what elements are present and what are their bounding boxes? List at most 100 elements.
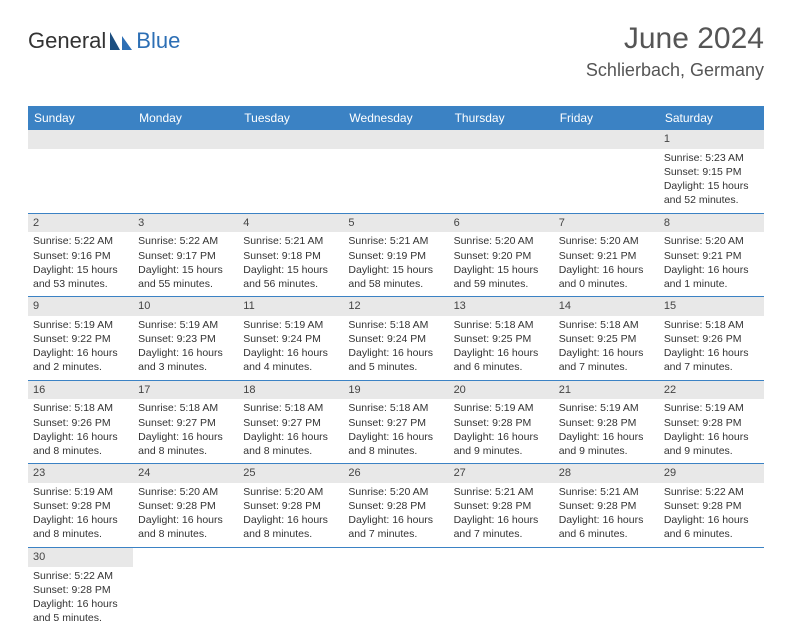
day-info-line: Daylight: 16 hours and 0 minutes. [559, 263, 654, 291]
day-info-line: Sunset: 9:22 PM [33, 332, 128, 346]
day-info-line: Daylight: 16 hours and 6 minutes. [454, 346, 549, 374]
day-info-line: Daylight: 15 hours and 56 minutes. [243, 263, 338, 291]
day-info-line: Sunset: 9:28 PM [664, 499, 759, 513]
day-info-line: Daylight: 16 hours and 8 minutes. [243, 430, 338, 458]
day-cell: 15Sunrise: 5:18 AMSunset: 9:26 PMDayligh… [659, 297, 764, 380]
day-info-line: Sunrise: 5:19 AM [664, 401, 759, 415]
day-info-line: Daylight: 16 hours and 8 minutes. [33, 513, 128, 541]
day-number: 12 [343, 297, 448, 316]
day-number: 10 [133, 297, 238, 316]
day-info-line: Sunrise: 5:22 AM [664, 485, 759, 499]
day-info-line: Sunset: 9:16 PM [33, 249, 128, 263]
day-info-line: Sunset: 9:15 PM [664, 165, 759, 179]
day-info-line: Sunset: 9:25 PM [559, 332, 654, 346]
day-info-line: Daylight: 16 hours and 8 minutes. [243, 513, 338, 541]
day-number: 5 [343, 214, 448, 233]
day-info-line: Sunrise: 5:18 AM [243, 401, 338, 415]
day-number: 16 [28, 381, 133, 400]
day-info-line: Sunset: 9:27 PM [243, 416, 338, 430]
day-number: 2 [28, 214, 133, 233]
day-info-line: Sunset: 9:19 PM [348, 249, 443, 263]
day-number [343, 130, 448, 149]
day-number: 21 [554, 381, 659, 400]
day-info-line: Sunrise: 5:18 AM [138, 401, 233, 415]
day-info-line: Sunrise: 5:18 AM [559, 318, 654, 332]
day-number: 28 [554, 464, 659, 483]
day-info-line: Daylight: 15 hours and 58 minutes. [348, 263, 443, 291]
day-info-line: Sunrise: 5:18 AM [454, 318, 549, 332]
day-cell: 1Sunrise: 5:23 AMSunset: 9:15 PMDaylight… [659, 130, 764, 213]
day-info-line: Sunset: 9:26 PM [664, 332, 759, 346]
day-info-line: Daylight: 16 hours and 2 minutes. [33, 346, 128, 374]
day-info-line: Daylight: 16 hours and 6 minutes. [559, 513, 654, 541]
day-info-line: Daylight: 16 hours and 9 minutes. [664, 430, 759, 458]
day-info-line: Sunrise: 5:21 AM [243, 234, 338, 248]
day-info-line: Sunrise: 5:19 AM [454, 401, 549, 415]
day-info-line: Sunset: 9:24 PM [243, 332, 338, 346]
day-cell [449, 130, 554, 213]
day-info-line: Daylight: 16 hours and 3 minutes. [138, 346, 233, 374]
day-info-line: Sunset: 9:28 PM [454, 416, 549, 430]
month-title: June 2024 [586, 22, 764, 56]
day-info-line: Daylight: 16 hours and 7 minutes. [664, 346, 759, 374]
day-info-line: Sunrise: 5:22 AM [33, 234, 128, 248]
day-info-line: Sunrise: 5:19 AM [559, 401, 654, 415]
day-cell: 10Sunrise: 5:19 AMSunset: 9:23 PMDayligh… [133, 297, 238, 380]
day-info-line: Sunset: 9:28 PM [348, 499, 443, 513]
day-info-line: Daylight: 16 hours and 8 minutes. [138, 430, 233, 458]
day-info-line: Sunrise: 5:21 AM [348, 234, 443, 248]
day-number: 15 [659, 297, 764, 316]
location-label: Schlierbach, Germany [586, 60, 764, 81]
week-row: 9Sunrise: 5:19 AMSunset: 9:22 PMDaylight… [28, 297, 764, 381]
weekday-label: Saturday [659, 106, 764, 130]
day-info-line: Sunset: 9:17 PM [138, 249, 233, 263]
day-info-line: Daylight: 16 hours and 8 minutes. [33, 430, 128, 458]
day-cell: 13Sunrise: 5:18 AMSunset: 9:25 PMDayligh… [449, 297, 554, 380]
day-cell: 17Sunrise: 5:18 AMSunset: 9:27 PMDayligh… [133, 381, 238, 464]
day-info-line: Daylight: 16 hours and 5 minutes. [33, 597, 128, 625]
weekday-label: Friday [554, 106, 659, 130]
day-cell: 20Sunrise: 5:19 AMSunset: 9:28 PMDayligh… [449, 381, 554, 464]
day-number: 29 [659, 464, 764, 483]
day-cell: 6Sunrise: 5:20 AMSunset: 9:20 PMDaylight… [449, 214, 554, 297]
day-info-line: Sunrise: 5:18 AM [33, 401, 128, 415]
week-row: 16Sunrise: 5:18 AMSunset: 9:26 PMDayligh… [28, 381, 764, 465]
day-cell [343, 548, 448, 630]
day-info-line: Sunrise: 5:20 AM [559, 234, 654, 248]
day-number: 11 [238, 297, 343, 316]
day-cell [554, 548, 659, 630]
day-cell: 12Sunrise: 5:18 AMSunset: 9:24 PMDayligh… [343, 297, 448, 380]
day-number: 14 [554, 297, 659, 316]
day-info-line: Daylight: 16 hours and 1 minute. [664, 263, 759, 291]
day-cell [133, 548, 238, 630]
day-number: 8 [659, 214, 764, 233]
day-info-line: Daylight: 16 hours and 7 minutes. [348, 513, 443, 541]
day-number: 4 [238, 214, 343, 233]
calendar: SundayMondayTuesdayWednesdayThursdayFrid… [28, 106, 764, 630]
day-info-line: Sunset: 9:21 PM [559, 249, 654, 263]
weekday-label: Wednesday [343, 106, 448, 130]
day-info-line: Sunset: 9:28 PM [559, 416, 654, 430]
day-info-line: Daylight: 16 hours and 7 minutes. [559, 346, 654, 374]
day-info-line: Sunrise: 5:23 AM [664, 151, 759, 165]
day-number: 7 [554, 214, 659, 233]
day-number [554, 130, 659, 149]
weekday-header-row: SundayMondayTuesdayWednesdayThursdayFrid… [28, 106, 764, 130]
logo-text-blue: Blue [136, 28, 180, 54]
day-cell: 26Sunrise: 5:20 AMSunset: 9:28 PMDayligh… [343, 464, 448, 547]
day-number [28, 130, 133, 149]
day-number: 1 [659, 130, 764, 149]
day-cell: 4Sunrise: 5:21 AMSunset: 9:18 PMDaylight… [238, 214, 343, 297]
day-number: 25 [238, 464, 343, 483]
day-info-line: Sunset: 9:28 PM [33, 583, 128, 597]
day-info-line: Sunrise: 5:19 AM [33, 318, 128, 332]
day-info-line: Sunrise: 5:20 AM [664, 234, 759, 248]
weekday-label: Thursday [449, 106, 554, 130]
day-cell: 8Sunrise: 5:20 AMSunset: 9:21 PMDaylight… [659, 214, 764, 297]
day-info-line: Sunset: 9:23 PM [138, 332, 233, 346]
day-info-line: Sunset: 9:25 PM [454, 332, 549, 346]
logo: General Blue [28, 28, 180, 54]
day-number: 27 [449, 464, 554, 483]
day-cell: 11Sunrise: 5:19 AMSunset: 9:24 PMDayligh… [238, 297, 343, 380]
day-info-line: Sunset: 9:28 PM [33, 499, 128, 513]
